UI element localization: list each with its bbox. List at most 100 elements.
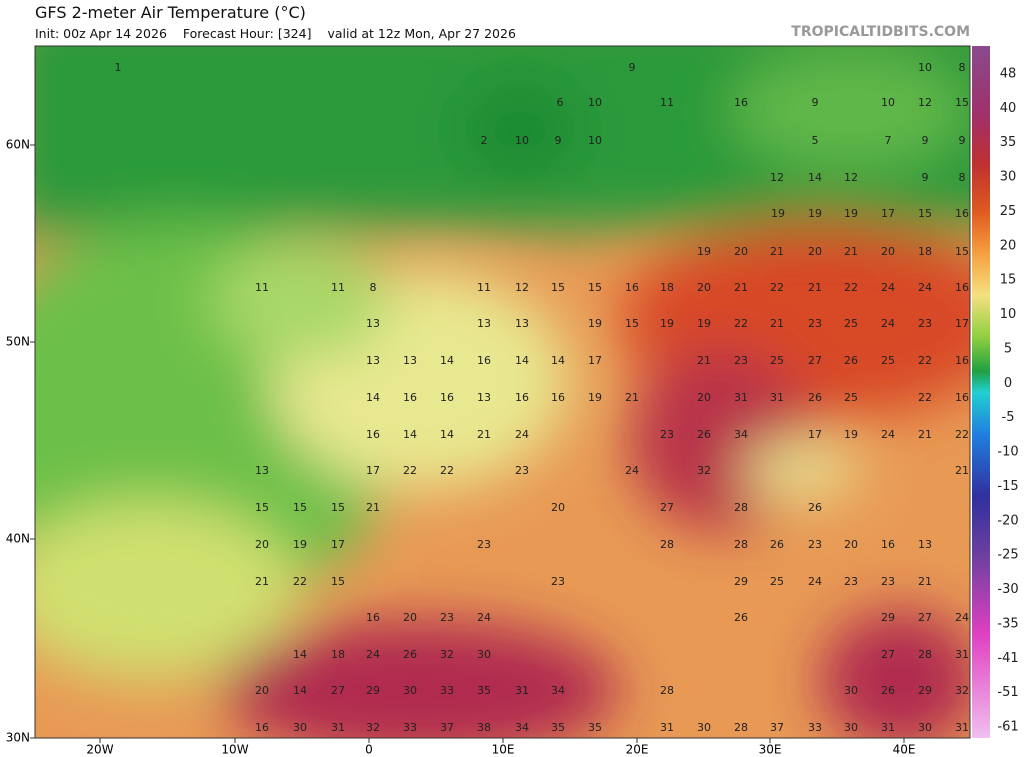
temperature-label: 19 — [808, 207, 822, 220]
colorbar-label: -35 — [997, 616, 1018, 631]
temperature-label: 9 — [922, 171, 929, 184]
temperature-label: 24 — [881, 317, 895, 330]
temperature-label: 26 — [881, 684, 895, 697]
temperature-label: 17 — [588, 354, 602, 367]
temperature-label: 26 — [770, 538, 784, 551]
temperature-label: 19 — [293, 538, 307, 551]
temperature-label: 34 — [515, 721, 529, 734]
temperature-label: 14 — [440, 354, 454, 367]
temperature-label: 13 — [366, 317, 380, 330]
temperature-label: 15 — [955, 96, 969, 109]
colorbar-label: 25 — [1000, 204, 1017, 219]
colorbar-label: -5 — [1002, 410, 1015, 425]
temperature-label: 20 — [881, 245, 895, 258]
temperature-label: 15 — [551, 281, 565, 294]
temperature-label: 33 — [440, 684, 454, 697]
temperature-label: 25 — [844, 317, 858, 330]
temperature-label: 23 — [660, 428, 674, 441]
colorbar-label: -25 — [997, 548, 1018, 563]
colorbar-label: 15 — [1000, 273, 1017, 288]
temperature-label: 26 — [697, 428, 711, 441]
temperature-label: 21 — [955, 464, 969, 477]
temperature-label: 12 — [515, 281, 529, 294]
temperature-label: 5 — [812, 134, 819, 147]
temperature-label: 17 — [366, 464, 380, 477]
colorbar-label: 40 — [1000, 101, 1017, 116]
colorbar — [972, 46, 990, 738]
colorbar-label: 5 — [1004, 341, 1012, 356]
temperature-label: 28 — [660, 684, 674, 697]
temperature-label: 16 — [440, 391, 454, 404]
temperature-label: 16 — [403, 391, 417, 404]
temperature-label: 24 — [955, 611, 969, 624]
temperature-label: 33 — [808, 721, 822, 734]
temperature-label: 23 — [734, 354, 748, 367]
temperature-label: 12 — [918, 96, 932, 109]
temperature-label: 23 — [881, 575, 895, 588]
temperature-label: 20 — [844, 538, 858, 551]
temperature-label: 22 — [955, 428, 969, 441]
temperature-label: 12 — [770, 171, 784, 184]
temperature-label: 18 — [331, 648, 345, 661]
temperature-label: 23 — [808, 317, 822, 330]
temperature-label: 30 — [403, 684, 417, 697]
colorbar-label: 35 — [1000, 135, 1017, 150]
temperature-label: 14 — [366, 391, 380, 404]
temperature-label: 30 — [697, 721, 711, 734]
temperature-label: 23 — [808, 538, 822, 551]
temperature-label: 14 — [293, 684, 307, 697]
temperature-label: 21 — [734, 281, 748, 294]
temperature-label: 17 — [955, 317, 969, 330]
temperature-label: 24 — [625, 464, 639, 477]
temperature-label: 22 — [918, 391, 932, 404]
temperature-label: 35 — [477, 684, 491, 697]
temperature-label: 13 — [515, 317, 529, 330]
temperature-label: 31 — [660, 721, 674, 734]
temperature-label: 14 — [440, 428, 454, 441]
temperature-label: 21 — [255, 575, 269, 588]
temperature-label: 28 — [918, 648, 932, 661]
temperature-label: 15 — [955, 245, 969, 258]
temperature-label: 29 — [918, 684, 932, 697]
valid-time: valid at 12z Mon, Apr 27 2026 — [327, 26, 516, 41]
temperature-label: 21 — [918, 428, 932, 441]
subtitle: Init: 00z Apr 14 2026 Forecast Hour: [32… — [35, 26, 528, 41]
temperature-label: 8 — [959, 61, 966, 74]
temperature-label: 25 — [770, 575, 784, 588]
temperature-label: 23 — [477, 538, 491, 551]
temperature-label: 18 — [660, 281, 674, 294]
title: GFS 2-meter Air Temperature (°C) — [35, 3, 306, 22]
colorbar-label: -61 — [997, 720, 1018, 735]
temperature-label: 30 — [293, 721, 307, 734]
colorbar-label: 10 — [1000, 307, 1017, 322]
temperature-label: 25 — [844, 391, 858, 404]
temperature-label: 7 — [885, 134, 892, 147]
temperature-label: 28 — [660, 538, 674, 551]
temperature-label: 33 — [403, 721, 417, 734]
temperature-label: 13 — [255, 464, 269, 477]
colorbar-label: 0 — [1004, 376, 1012, 391]
colorbar-label: -15 — [997, 479, 1018, 494]
temperature-label: 28 — [734, 538, 748, 551]
temperature-label: 32 — [697, 464, 711, 477]
temperature-label: 20 — [403, 611, 417, 624]
temperature-label: 10 — [588, 134, 602, 147]
temperature-label: 28 — [734, 501, 748, 514]
temperature-label: 13 — [403, 354, 417, 367]
temperature-label: 17 — [808, 428, 822, 441]
temperature-label: 22 — [844, 281, 858, 294]
temperature-label: 34 — [734, 428, 748, 441]
temperature-label: 26 — [734, 611, 748, 624]
temperature-label: 14 — [551, 354, 565, 367]
colorbar-label: -41 — [997, 651, 1018, 666]
temperature-label: 24 — [881, 428, 895, 441]
lon-label: 40E — [893, 743, 916, 757]
temperature-label: 31 — [955, 721, 969, 734]
temperature-label: 18 — [918, 245, 932, 258]
temperature-label: 32 — [440, 648, 454, 661]
temperature-label: 10 — [918, 61, 932, 74]
temperature-label: 21 — [770, 317, 784, 330]
lon-label: 20W — [86, 743, 113, 757]
temperature-label: 15 — [588, 281, 602, 294]
